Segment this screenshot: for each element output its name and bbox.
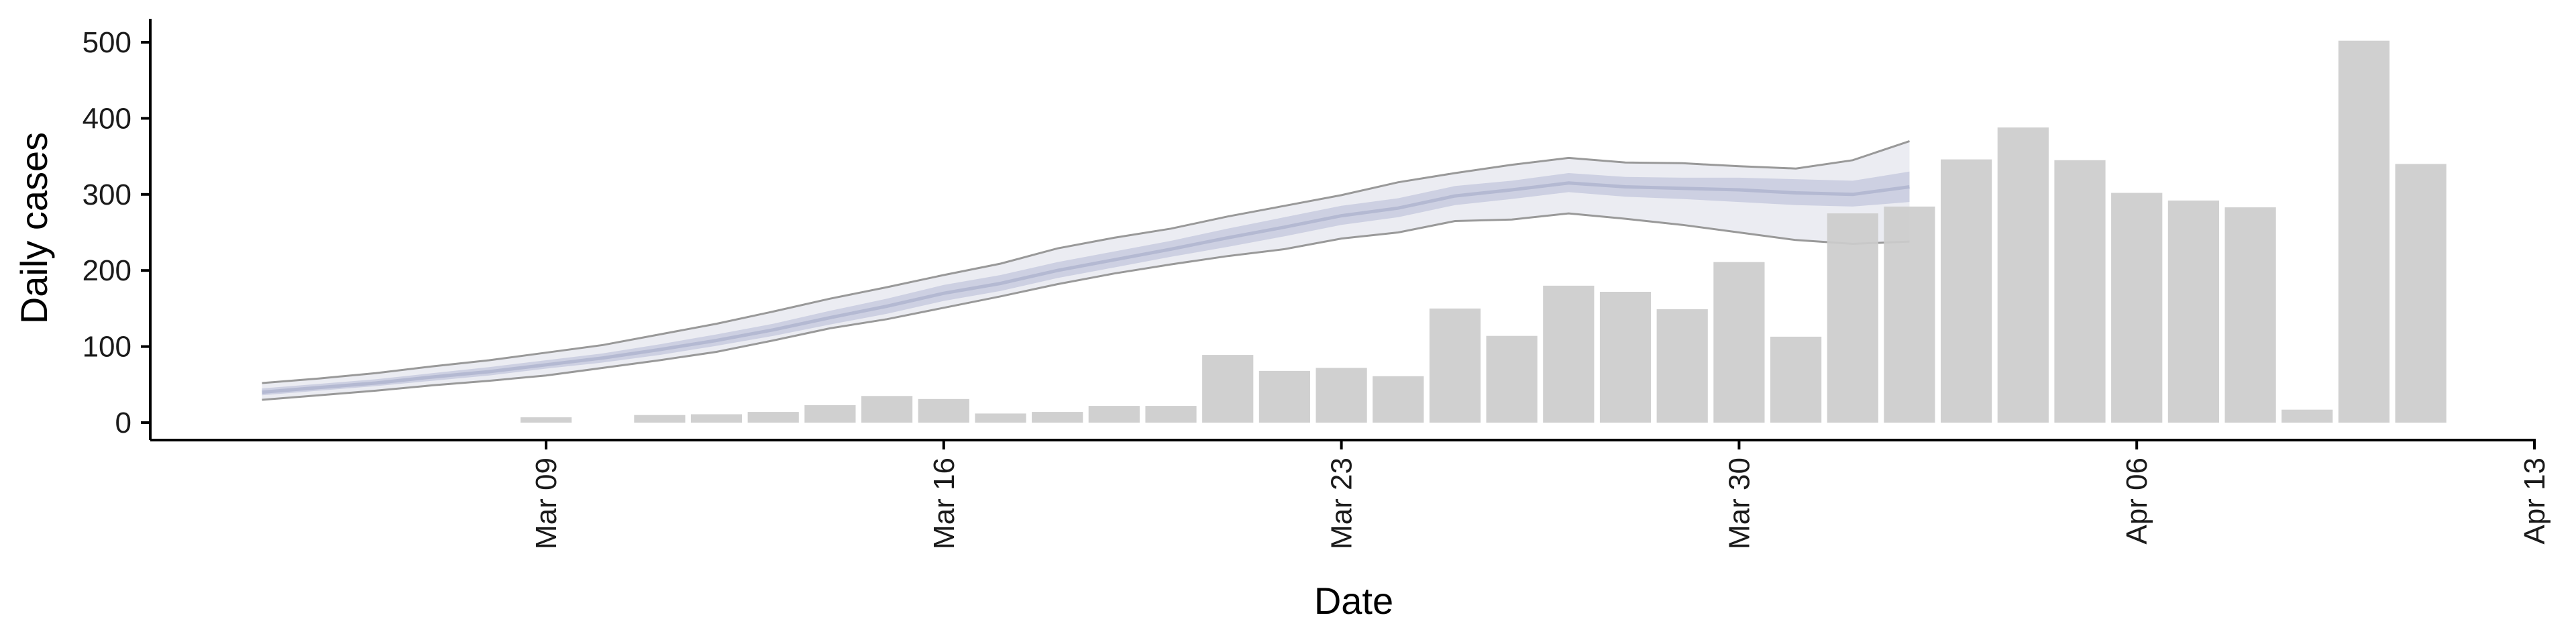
bar bbox=[1145, 406, 1197, 423]
bar bbox=[1543, 285, 1595, 423]
bar bbox=[1884, 206, 1935, 423]
bar bbox=[1429, 308, 1481, 423]
y-tick-label: 100 bbox=[83, 331, 131, 364]
estimate-layer bbox=[262, 140, 1910, 401]
bar bbox=[2167, 200, 2219, 423]
bar bbox=[520, 417, 572, 423]
bar bbox=[2338, 40, 2390, 423]
bar bbox=[1486, 335, 1538, 423]
bar bbox=[1827, 213, 1878, 423]
y-tick-label: 200 bbox=[83, 254, 131, 287]
y-tick-label: 300 bbox=[83, 178, 131, 211]
bar bbox=[1258, 370, 1310, 423]
bars-layer bbox=[520, 40, 2447, 423]
estimate-inner-band bbox=[262, 171, 1910, 396]
bar bbox=[975, 413, 1026, 423]
bar bbox=[1316, 368, 1367, 423]
bar bbox=[1656, 309, 1708, 423]
bar bbox=[1599, 292, 1652, 423]
bar bbox=[1713, 262, 1765, 423]
x-tick-label: Mar 30 bbox=[1723, 458, 1756, 549]
bar bbox=[2395, 164, 2447, 423]
bar bbox=[1770, 336, 1822, 423]
bar bbox=[1373, 376, 1424, 423]
x-tick-label: Mar 16 bbox=[928, 458, 961, 549]
bar bbox=[1032, 412, 1083, 423]
bar bbox=[2282, 409, 2333, 423]
x-tick-label: Apr 13 bbox=[2518, 458, 2551, 545]
y-tick-label: 400 bbox=[83, 102, 131, 135]
bar bbox=[747, 412, 799, 423]
bar bbox=[690, 414, 743, 423]
bar bbox=[1941, 159, 1992, 423]
bar bbox=[634, 415, 686, 423]
estimate-upper-bound-line bbox=[262, 140, 1910, 384]
y-ticks: 0 100 200 300 400 500 bbox=[83, 26, 150, 439]
y-tick-label: 0 bbox=[115, 407, 131, 439]
bar bbox=[1997, 127, 2049, 423]
bar bbox=[2111, 193, 2163, 423]
x-tick-label: Mar 09 bbox=[530, 458, 563, 549]
x-ticks: Mar 09 Mar 16 Mar 23 Mar 30 Apr 06 Apr 13 bbox=[530, 440, 2551, 549]
bar bbox=[804, 405, 856, 423]
bar bbox=[1202, 355, 1254, 423]
x-tick-label: Mar 23 bbox=[1326, 458, 1358, 549]
axes-layer bbox=[149, 19, 2536, 441]
bar bbox=[1088, 406, 1140, 423]
estimate-median-line bbox=[262, 181, 1910, 394]
bar bbox=[2224, 207, 2276, 423]
x-axis-title: Date bbox=[1314, 580, 1393, 622]
y-tick-label: 500 bbox=[83, 26, 131, 59]
estimate-lower-bound-line bbox=[262, 212, 1910, 401]
x-tick-label: Apr 06 bbox=[2121, 458, 2153, 545]
bar bbox=[2054, 160, 2106, 423]
bar bbox=[918, 398, 969, 423]
bar bbox=[861, 396, 913, 423]
y-axis-title: Daily cases bbox=[13, 132, 55, 324]
